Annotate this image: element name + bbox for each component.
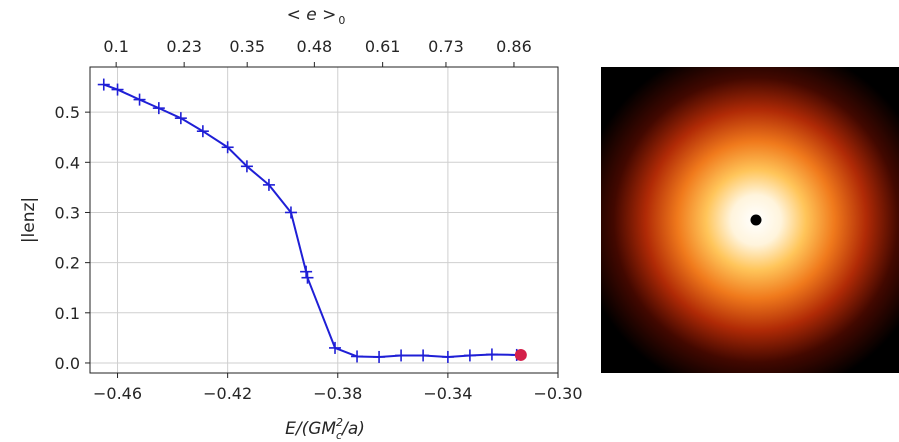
x-axis-label-main: E/(GM <box>285 419 336 439</box>
data-point <box>133 93 146 106</box>
data-point <box>329 341 342 354</box>
data-point <box>301 271 314 284</box>
top-tick-label: 0.1 <box>103 37 128 56</box>
density-image-panel <box>601 67 899 373</box>
x-tick-label: −0.38 <box>313 384 362 403</box>
y-tick-label: 0.5 <box>55 103 80 122</box>
y-axis-label: |lenz| <box>19 197 39 243</box>
top-tick-label: 0.86 <box>496 37 532 56</box>
top-tick-label: 0.48 <box>297 37 333 56</box>
top-axis-label-sub: 0 <box>338 14 345 27</box>
data-point <box>373 350 386 363</box>
top-axis-label: < e >0 <box>287 5 346 27</box>
current-point-marker <box>514 348 527 361</box>
data-point <box>284 206 297 219</box>
x-tick-label: −0.42 <box>203 384 252 403</box>
series-lenz <box>97 78 523 363</box>
data-point <box>111 83 124 96</box>
data-point <box>196 125 209 138</box>
data-point <box>174 112 187 125</box>
y-tick-label: 0.4 <box>55 153 80 172</box>
top-tick-label: 0.73 <box>428 37 464 56</box>
series-line <box>103 83 517 358</box>
top-tick-label: 0.23 <box>166 37 202 56</box>
density-glow <box>601 67 899 373</box>
tick-labels: −0.46 −0.42 −0.38 −0.34 −0.30 0.0 0.1 0.2 0.3 0.4… <box>55 37 583 403</box>
center-dot <box>750 214 762 226</box>
y-tick-label: 0.2 <box>55 254 80 273</box>
x-tick-label: −0.30 <box>533 384 582 403</box>
data-point <box>351 350 364 363</box>
data-point <box>441 350 454 363</box>
data-point <box>152 102 165 115</box>
top-tick-label: 0.61 <box>365 37 401 56</box>
data-point <box>262 178 275 191</box>
data-point <box>417 349 430 362</box>
data-point <box>240 160 253 173</box>
data-point <box>485 348 498 361</box>
x-axis-label: E/(GM2 c/a) <box>285 416 365 442</box>
x-tick-label: −0.46 <box>93 384 142 403</box>
data-point <box>221 141 234 154</box>
data-point <box>300 265 313 278</box>
x-axis-label-sup: 2 <box>336 416 343 429</box>
x-axis-label-tail: /a) <box>340 419 365 439</box>
x-axis-label-sub: c <box>336 429 342 442</box>
top-tick-label: 0.35 <box>229 37 265 56</box>
data-point <box>395 349 408 362</box>
plot-frame <box>89 66 559 374</box>
y-tick-label: 0.0 <box>55 354 80 373</box>
top-axis-label-main: < e > <box>287 5 337 25</box>
y-tick-label: 0.3 <box>55 203 80 222</box>
data-point <box>463 349 476 362</box>
lenz-plot: −0.46 −0.42 −0.38 −0.34 −0.30 0.0 0.1 0.2 0.3 0.4… <box>19 5 583 442</box>
y-tick-label: 0.1 <box>55 304 80 323</box>
tick-marks <box>85 62 559 378</box>
data-point <box>97 78 110 91</box>
x-tick-label: −0.34 <box>423 384 472 403</box>
grid <box>90 67 559 373</box>
